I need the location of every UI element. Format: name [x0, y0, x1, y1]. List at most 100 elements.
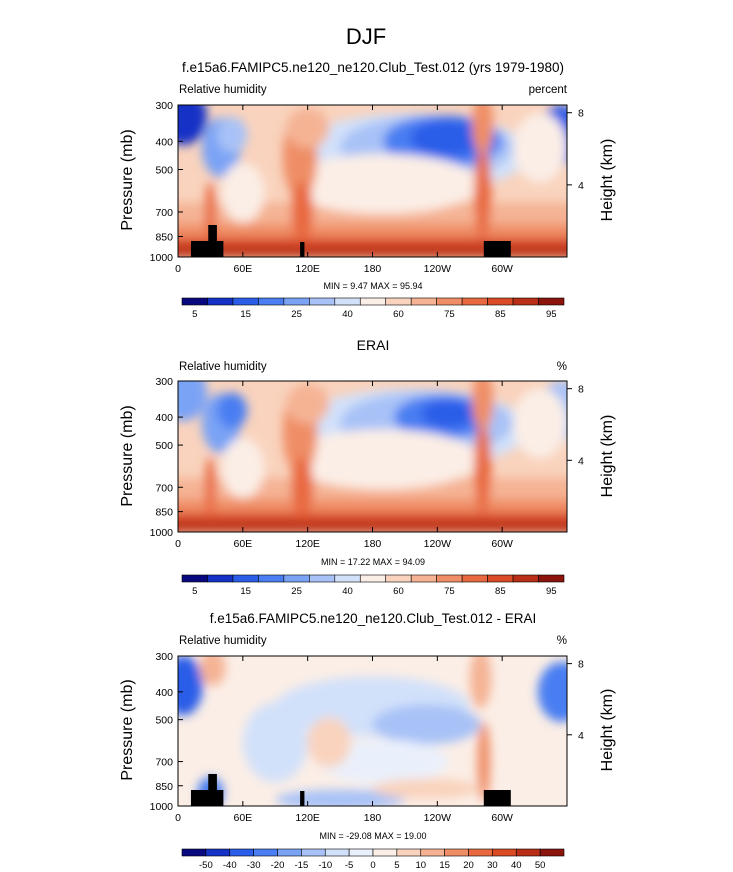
- colorbar-label: 20: [463, 860, 474, 871]
- contour-blob: [242, 702, 308, 783]
- x-tick-label: 0: [175, 263, 181, 275]
- colorbar-swatch: [410, 574, 437, 583]
- min-max-label: MIN = 17.22 MAX = 94.09: [321, 557, 425, 567]
- x-tick-label: 120E: [295, 812, 320, 824]
- x-tick-label: 120W: [424, 812, 452, 824]
- colorbar-label: 15: [240, 586, 251, 597]
- x-tick-label: 0: [175, 538, 181, 550]
- left-label: Relative humidity: [179, 635, 267, 647]
- colorbar-label: 40: [342, 586, 353, 597]
- colorbar-label: 5: [192, 586, 197, 597]
- colorbar-swatch: [492, 848, 517, 857]
- colorbar-swatch: [348, 848, 374, 857]
- contour-blob: [372, 704, 481, 745]
- y-tick-label: 400: [155, 687, 173, 699]
- terrain-island: [300, 791, 305, 806]
- x-tick-label: 120E: [295, 263, 320, 275]
- y-tick-label: 300: [155, 651, 173, 663]
- colorbar-swatch: [515, 848, 541, 857]
- colorbar-swatch: [512, 574, 539, 583]
- y-tick-label: 500: [155, 715, 173, 727]
- contour-blob: [286, 108, 330, 149]
- x-tick-label: 60E: [233, 263, 252, 275]
- colorbar-swatch: [181, 574, 208, 583]
- x-tick-label: 60W: [491, 263, 513, 275]
- colorbar-swatch: [487, 297, 514, 306]
- y-tick-label: 1000: [150, 252, 174, 264]
- colorbar-swatch: [538, 297, 565, 306]
- min-max-label: MIN = -29.08 MAX = 19.00: [319, 831, 426, 841]
- contour-blob: [512, 388, 567, 459]
- left-label: Relative humidity: [179, 361, 267, 373]
- colorbar-swatch: [277, 848, 302, 857]
- panel-title: ERAI: [357, 337, 390, 353]
- colorbar-label: 50: [535, 860, 546, 871]
- contour-field: [178, 381, 567, 532]
- y-axis-label: Pressure (mb): [119, 129, 136, 230]
- terrain-andes: [483, 790, 511, 806]
- colorbar-swatch: [539, 848, 565, 857]
- colorbar-swatch: [359, 574, 387, 583]
- x-tick-label: 120W: [424, 263, 452, 275]
- contour-blob: [178, 381, 208, 421]
- contour-blob: [469, 656, 492, 709]
- contour-blob: [178, 656, 203, 716]
- colorbar-label: 10: [415, 860, 426, 871]
- y-axis-label: Pressure (mb): [119, 405, 136, 506]
- colorbar-swatch: [258, 574, 285, 583]
- x-tick-label: 0: [175, 812, 181, 824]
- y2-tick-label: 4: [578, 455, 584, 467]
- colorbar-swatch: [468, 848, 493, 857]
- contour-blob: [291, 457, 314, 518]
- contour-blob: [477, 721, 491, 802]
- panel-erai: ERAI Relative humidity % Pressure (mb) H…: [119, 337, 616, 567]
- colorbar-swatch: [487, 574, 514, 583]
- panel-title: f.e15a6.FAMIPC5.ne120_ne120.Club_Test.01…: [182, 60, 564, 75]
- contour-blob: [421, 399, 476, 428]
- colorbar-swatch: [309, 574, 336, 583]
- colorbar-label: -50: [199, 860, 213, 871]
- y-tick-label: 400: [155, 412, 173, 424]
- colorbar-label: 85: [495, 309, 506, 320]
- colorbar-swatch: [229, 848, 254, 857]
- x-tick-label: 180: [364, 812, 382, 824]
- colorbar-label: -40: [223, 860, 237, 871]
- contour-blob: [199, 656, 226, 686]
- y-tick-label: 700: [155, 482, 173, 494]
- contour-band: [178, 497, 567, 516]
- contour-blob: [474, 422, 492, 513]
- topography: [190, 774, 511, 806]
- contour-blob: [372, 778, 481, 799]
- right-label: %: [557, 635, 567, 647]
- colorbar-label: 5: [192, 309, 197, 320]
- contour-blob: [178, 105, 208, 146]
- colorbar-swatch: [461, 297, 488, 306]
- colorbar-label: 95: [546, 586, 557, 597]
- contour-blob: [205, 457, 216, 518]
- colorbar-swatch: [181, 297, 208, 306]
- colorbar-label: 25: [291, 586, 302, 597]
- figure-title: DJF: [346, 24, 386, 49]
- x-tick-label: 60W: [491, 538, 513, 550]
- terrain-andes: [483, 241, 511, 257]
- y2-tick-label: 8: [578, 384, 584, 396]
- x-tick-label: 120E: [295, 538, 320, 550]
- contour-blob: [410, 120, 486, 157]
- colorbar-label: 95: [546, 309, 557, 320]
- colorbar-swatch: [207, 574, 234, 583]
- y-tick-label: 850: [155, 231, 173, 243]
- contour-blobs: [178, 381, 567, 532]
- contour-band: [178, 222, 567, 241]
- y-tick-label: 700: [155, 207, 173, 219]
- panel-difference: f.e15a6.FAMIPC5.ne120_ne120.Club_Test.01…: [119, 611, 616, 841]
- x-tick-label: 60E: [233, 812, 252, 824]
- colorbar-label: 40: [511, 860, 522, 871]
- colorbar-label: 30: [487, 860, 498, 871]
- colorbar-label: 15: [439, 860, 450, 871]
- colorbar-swatch: [205, 848, 231, 857]
- colorbar-label: 60: [393, 309, 404, 320]
- contour-blob: [512, 112, 567, 183]
- contour-blob: [216, 116, 248, 153]
- colorbar-label: 75: [444, 586, 455, 597]
- colorbar-swatch: [444, 848, 469, 857]
